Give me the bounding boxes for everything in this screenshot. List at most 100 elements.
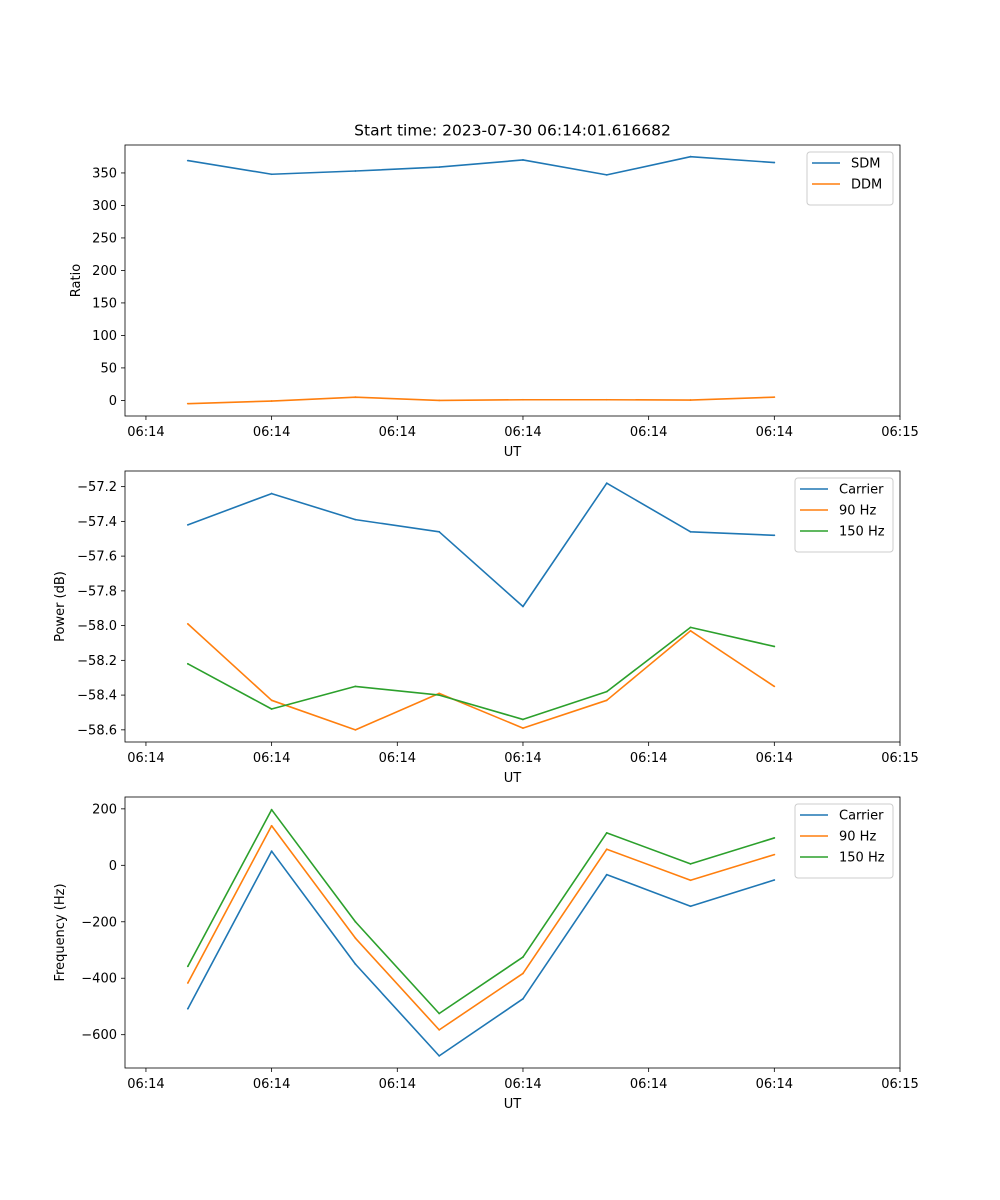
frequency-x-axis-label: UT <box>504 1097 522 1112</box>
power-series-90-hz-point <box>354 728 357 731</box>
ratio-series-ddm-point <box>773 396 776 399</box>
power-series-150-hz-point <box>522 718 524 721</box>
ratio-series-sdm-point <box>773 161 776 164</box>
frequency-legend-label-150-hz: 150 Hz <box>839 851 885 866</box>
ratio-series-sdm-point <box>605 173 608 176</box>
power-series-carrier-point <box>438 530 441 533</box>
power-series-carrier-point <box>605 482 608 485</box>
frequency-series-carrier-point <box>689 905 692 908</box>
power-y-axis-label: Power (dB) <box>53 571 68 642</box>
power-legend-label-90-hz: 90 Hz <box>839 504 876 519</box>
ratio-y-tick-label: 250 <box>92 231 117 246</box>
frequency-series-150-hz-point <box>522 956 524 958</box>
power-x-tick-label: 06:14 <box>630 751 667 766</box>
frequency-series-carrier-point <box>522 997 524 1000</box>
frequency-series-150-hz-point <box>773 837 776 839</box>
frequency-legend: Carrier 90 Hz 150 Hz <box>794 803 894 879</box>
power-series-carrier-point <box>773 534 776 537</box>
frequency-y-tick-label: −400 <box>81 972 117 987</box>
power-y-tick-label: −57.6 <box>77 550 117 565</box>
frequency-series-carrier-point <box>438 1054 441 1057</box>
ratio-y-tick-label: 300 <box>92 199 117 214</box>
ratio-x-axis-label: UT <box>504 445 522 460</box>
frequency-plot-frame <box>124 796 901 1069</box>
frequency-axes: 06:14 06:14 06:14 06:14 06:14 06:14 06:15 −600 −… <box>53 796 919 1112</box>
frequency-x-tick-label: 06:14 <box>756 1077 793 1092</box>
power-legend-box <box>794 477 894 553</box>
frequency-series-carrier-point <box>605 873 608 876</box>
ratio-series-ddm-point <box>522 398 524 401</box>
frequency-series-150-hz-point <box>354 920 357 923</box>
ratio-plot-frame <box>124 144 901 417</box>
power-series-150-hz-point <box>773 645 776 648</box>
power-y-tick-label: −58.2 <box>77 654 117 669</box>
frequency-y-axis-label: Frequency (Hz) <box>53 883 68 981</box>
ratio-x-tick-label: 06:14 <box>127 425 164 440</box>
power-y-tick-label: −57.4 <box>77 515 117 530</box>
power-series-carrier-line <box>187 482 775 608</box>
power-series-carrier-point <box>270 492 273 495</box>
frequency-x-tick-label: 06:14 <box>630 1077 667 1092</box>
frequency-series-150-hz-line <box>187 808 775 1015</box>
ratio-x-tick-label: 06:14 <box>504 425 541 440</box>
power-series-150-hz-point <box>689 626 692 629</box>
ratio-x-tick-label: 06:14 <box>253 425 290 440</box>
frequency-series-150-hz-point <box>270 808 273 811</box>
power-x-tick-label: 06:14 <box>504 751 541 766</box>
power-legend-label-carrier: Carrier <box>839 483 884 498</box>
ratio-series-ddm-point <box>354 396 357 399</box>
frequency-series-90-hz-point <box>186 982 189 984</box>
power-legend-label-150-hz: 150 Hz <box>839 525 885 540</box>
ratio-series-sdm-point <box>270 173 273 176</box>
power-y-tick-label: −57.8 <box>77 584 117 599</box>
power-x-tick-label: 06:14 <box>127 751 164 766</box>
frequency-series-90-hz-point <box>605 848 608 851</box>
power-series-carrier-point <box>354 518 357 521</box>
ratio-series-sdm-point <box>186 159 189 162</box>
ratio-x-tick-label: 06:14 <box>630 425 667 440</box>
frequency-series-150-hz-point <box>605 831 608 834</box>
ratio-y-tick-label: 100 <box>92 329 117 344</box>
frequency-series-carrier-point <box>354 963 357 966</box>
power-plot-frame <box>124 470 901 743</box>
frequency-y-tick-label: −200 <box>81 915 117 930</box>
power-y-tick-label: −58.4 <box>77 689 117 704</box>
ratio-x-tick-label: 06:14 <box>756 425 793 440</box>
frequency-series-90-hz-point <box>773 853 776 856</box>
frequency-legend-label-90-hz: 90 Hz <box>839 830 876 845</box>
ratio-series-sdm-point <box>689 155 692 158</box>
frequency-x-tick-label: 06:14 <box>127 1077 164 1092</box>
ratio-y-tick-label: 0 <box>109 394 117 409</box>
power-y-tick-label: −58.0 <box>77 619 117 634</box>
ratio-series-ddm-point <box>270 400 273 402</box>
power-series-carrier-point <box>522 605 524 608</box>
power-x-tick-label: 06:15 <box>881 751 918 766</box>
frequency-series-90-hz-point <box>689 879 692 882</box>
frequency-series-90-hz-point <box>270 824 273 827</box>
power-series-150-hz-line <box>187 626 775 721</box>
frequency-legend-label-carrier: Carrier <box>839 809 884 824</box>
power-series-90-hz-point <box>773 685 776 688</box>
ratio-series-sdm-point <box>522 159 524 161</box>
power-y-tick-label: −57.2 <box>77 480 117 495</box>
power-legend: Carrier 90 Hz 150 Hz <box>794 477 894 553</box>
ratio-series-ddm-line <box>187 396 775 405</box>
frequency-series-150-hz-point <box>689 863 692 865</box>
frequency-series-150-hz-point <box>438 1012 441 1015</box>
ratio-legend-label-ddm: DDM <box>851 178 882 193</box>
ratio-y-tick-label: 150 <box>92 296 117 311</box>
power-series-90-hz-point <box>689 629 692 632</box>
ratio-series-ddm-point <box>438 399 441 402</box>
frequency-x-tick-label: 06:14 <box>504 1077 541 1092</box>
frequency-series-90-hz-line <box>187 824 775 1031</box>
frequency-series-90-hz-point <box>354 937 357 940</box>
frequency-x-tick-label: 06:14 <box>379 1077 416 1092</box>
frequency-series-carrier-point <box>270 850 273 853</box>
power-series-150-hz-point <box>438 694 441 696</box>
frequency-y-tick-label: −600 <box>81 1028 117 1043</box>
subplots: 06:14 06:14 06:14 06:14 06:14 06:14 06:15 0 50 10… <box>53 144 919 1112</box>
ratio-y-tick-label: 200 <box>92 264 117 279</box>
ratio-legend: SDM DDM <box>806 151 894 206</box>
power-series-carrier-point <box>186 523 189 526</box>
